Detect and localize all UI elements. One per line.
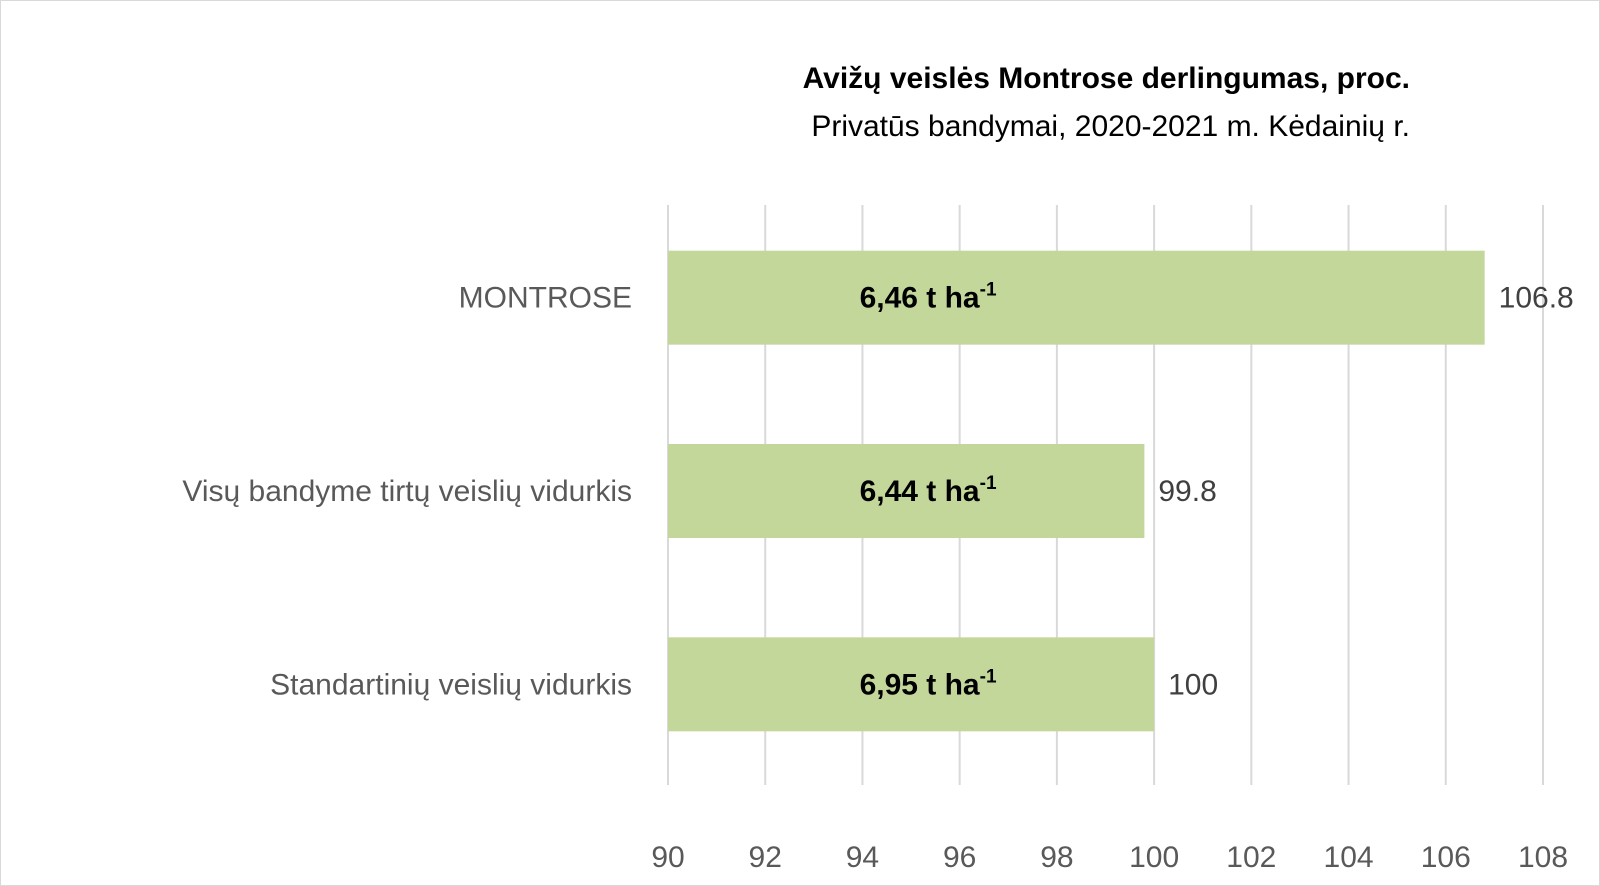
bar-annotation-value: 6,44 t ha (860, 475, 980, 508)
category-label: Visų bandyme tirtų veislių vidurkis (182, 475, 632, 508)
chart-subtitle: Privatūs bandymai, 2020-2021 m. Kėdainių… (811, 110, 1410, 143)
labels-layer: 90 92 94 96 98 100 102 104 106 108 MONTROSE 106.8 6,… (182, 280, 1573, 874)
bar-annotation-value: 6,95 t ha (860, 668, 980, 701)
data-label: 100 (1168, 668, 1218, 701)
bar-annotation-superscript: -1 (980, 280, 997, 301)
x-tick-label: 102 (1226, 841, 1276, 874)
chart-title: Avižų veislės Montrose derlingumas, proc… (803, 62, 1410, 95)
chart-title-rest: , proc. (1320, 62, 1410, 95)
data-label: 106.8 (1499, 282, 1574, 315)
chart-title-bold: Avižų veislės Montrose derlingumas (803, 62, 1320, 95)
bar-annotation: 6,95 t ha-1 (860, 666, 997, 701)
x-tick-label: 100 (1129, 841, 1179, 874)
bar-annotation-value: 6,46 t ha (860, 282, 980, 315)
bar (668, 637, 1155, 732)
bar (668, 250, 1485, 345)
x-tick-label: 94 (846, 841, 879, 874)
bar-annotation: 6,46 t ha-1 (860, 280, 997, 315)
data-label: 99.8 (1158, 475, 1216, 508)
x-tick-label: 92 (749, 841, 782, 874)
category-label: Standartinių veislių vidurkis (270, 668, 632, 701)
x-tick-label: 104 (1324, 841, 1374, 874)
x-tick-label: 90 (651, 841, 684, 874)
bar-annotation-superscript: -1 (980, 473, 997, 494)
bar-annotation-superscript: -1 (980, 666, 997, 687)
bar-annotation: 6,44 t ha-1 (860, 473, 997, 508)
category-label: MONTROSE (459, 282, 632, 315)
x-tick-label: 106 (1421, 841, 1471, 874)
x-tick-label: 98 (1040, 841, 1073, 874)
bar (668, 444, 1145, 538)
x-tick-label: 108 (1518, 841, 1568, 874)
bars-layer (668, 250, 1485, 732)
x-tick-label: 96 (943, 841, 976, 874)
